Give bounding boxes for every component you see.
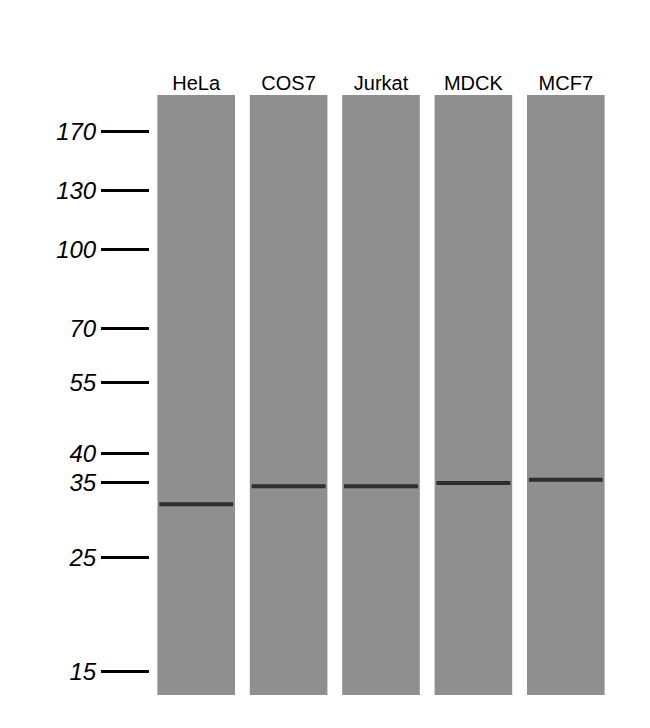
svg-text:40: 40 [69,440,96,467]
svg-text:55: 55 [69,369,96,396]
svg-text:Jurkat: Jurkat [354,72,409,94]
svg-text:170: 170 [56,118,97,145]
svg-text:HeLa: HeLa [172,72,221,94]
svg-text:COS7: COS7 [261,72,315,94]
svg-text:130: 130 [56,177,97,204]
svg-text:MCF7: MCF7 [539,72,593,94]
svg-text:MDCK: MDCK [444,72,504,94]
svg-text:100: 100 [56,236,97,263]
svg-text:15: 15 [69,658,96,685]
svg-text:25: 25 [68,544,96,571]
svg-text:70: 70 [69,315,96,342]
svg-text:35: 35 [69,469,96,496]
